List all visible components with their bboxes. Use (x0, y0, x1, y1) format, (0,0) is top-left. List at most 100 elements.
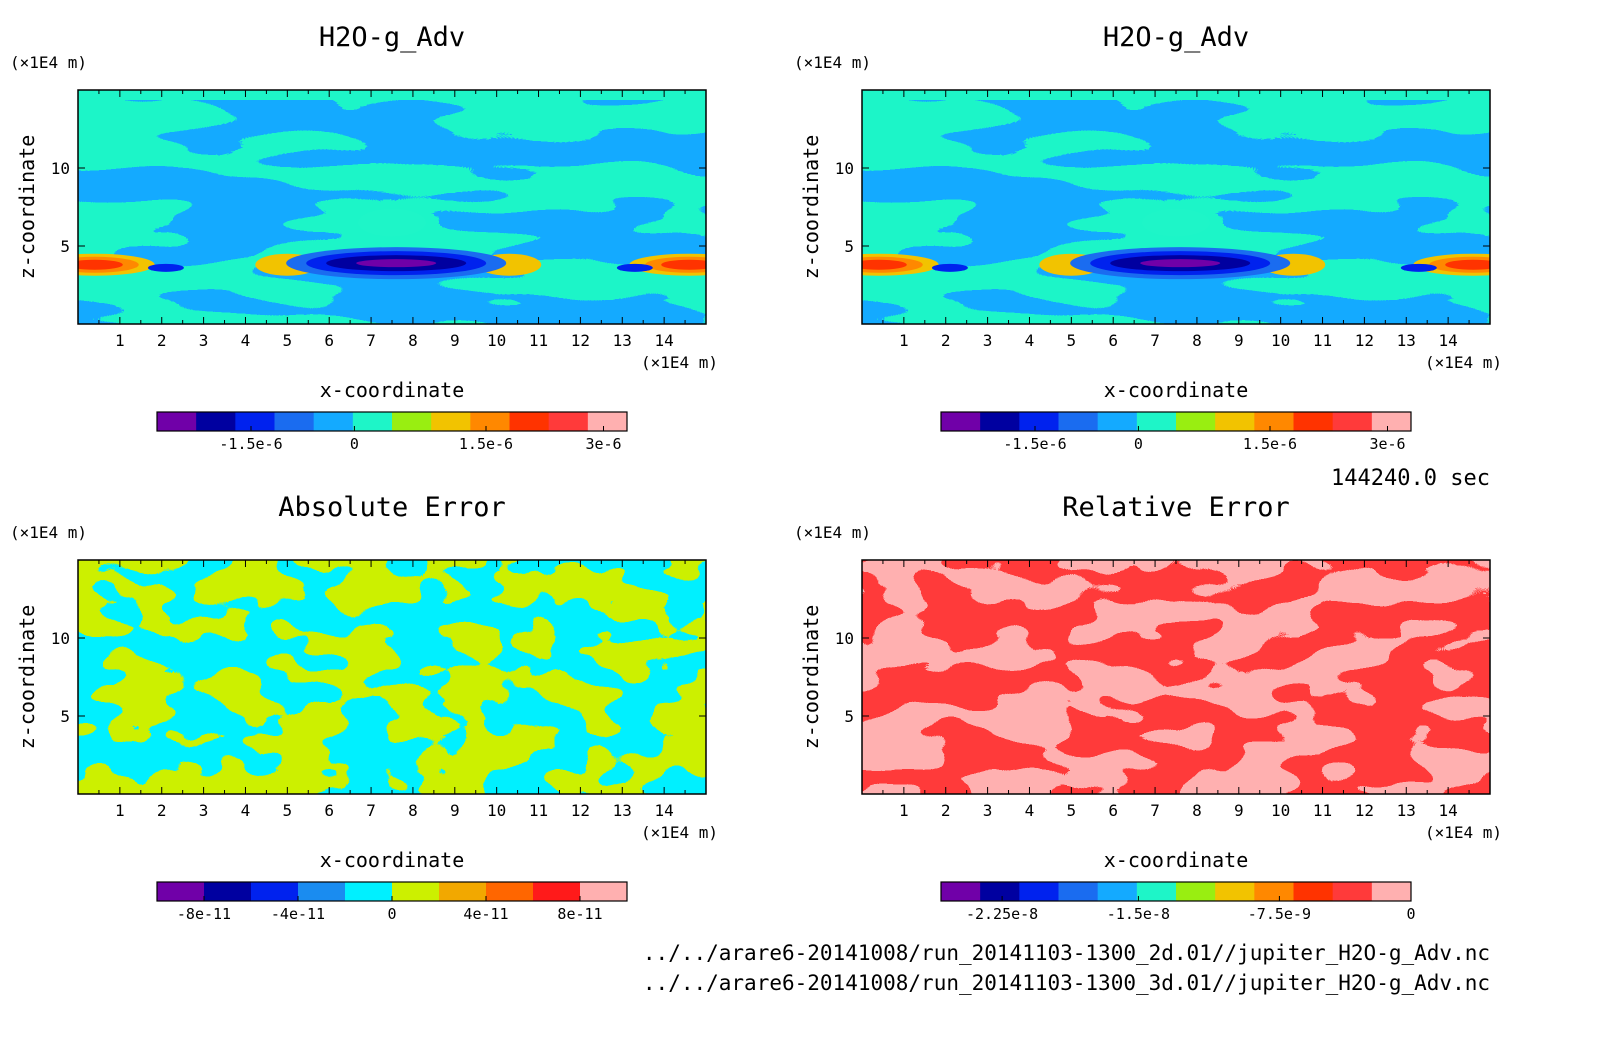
colorbar-tick-label: 8e-11 (557, 905, 602, 923)
colorbar-swatch (352, 412, 393, 431)
x-tick-label: 5 (283, 331, 293, 350)
x-tick-label: 13 (1397, 801, 1416, 820)
colorbar-swatch (1058, 412, 1099, 431)
x-tick-label: 14 (655, 801, 674, 820)
x-tick-label: 2 (157, 331, 167, 350)
colorbar-swatch (1019, 882, 1059, 901)
x-tick-label: 7 (1150, 331, 1160, 350)
y-axis-label: z-coordinate (15, 135, 39, 280)
x-unit-label: (×1E4 m) (1425, 823, 1502, 842)
x-tick-label: 12 (1355, 331, 1374, 350)
colorbar-tick-label: -4e-11 (271, 905, 325, 923)
x-tick-label: 4 (1025, 331, 1035, 350)
colorbar-swatch (1293, 412, 1334, 431)
colorbar-swatch (1254, 882, 1294, 901)
colorbar-swatch (1215, 412, 1255, 431)
x-tick-label: 8 (1192, 331, 1202, 350)
time-label: 144240.0 sec (1331, 466, 1490, 491)
heatmap-regions (78, 560, 706, 794)
colorbar-swatch (980, 412, 1020, 431)
colorbar-swatch (345, 882, 393, 901)
x-tick-label: 2 (941, 331, 951, 350)
y-unit-label: (×1E4 m) (10, 523, 87, 542)
x-tick-label: 12 (571, 801, 590, 820)
x-tick-label: 5 (1067, 801, 1077, 820)
chart-panel: H2O-g_Adv(×1E4 m)1 2 3 4 5 6 7 8 9 10 11 12 13 14510(… (794, 22, 1502, 453)
y-tick-label: 5 (60, 707, 70, 726)
colorbar-swatch (298, 882, 346, 901)
x-tick-label: 3 (983, 331, 993, 350)
colorbar-swatch (235, 412, 275, 431)
heatmap-field (78, 90, 706, 324)
chart-title: H2O-g_Adv (1103, 22, 1249, 53)
colorbar-swatch (1136, 412, 1177, 431)
colorbar-swatch (439, 882, 487, 901)
file-path-2: ../../arare6-20141008/run_20141103-1300_… (642, 971, 1490, 995)
colorbar-frame (156, 411, 628, 432)
heatmap-blob (358, 208, 426, 237)
colorbar-tick-label: -1.5e-6 (219, 435, 282, 453)
x-tick-label: 8 (408, 801, 418, 820)
colorbar-tick-label: 3e-6 (585, 435, 621, 453)
heatmap-contour (147, 263, 184, 272)
x-tick-label: 9 (1234, 801, 1244, 820)
colorbar-swatch (251, 882, 299, 901)
colorbar-frame (940, 881, 1412, 902)
colorbar-tick-label: 4e-11 (463, 905, 508, 923)
chart-panel: H2O-g_Adv(×1E4 m)1 2 3 4 5 6 7 8 9 10 11 12 13 14510(… (10, 22, 718, 453)
y-tick-label: 5 (844, 237, 854, 256)
x-tick-label: 7 (1150, 801, 1160, 820)
x-tick-label: 8 (408, 331, 418, 350)
colorbar-swatch (1019, 412, 1059, 431)
heatmap-contour (1400, 263, 1437, 272)
y-tick-label: 5 (844, 707, 854, 726)
x-tick-label: 9 (450, 801, 460, 820)
x-tick-label: 1 (899, 801, 909, 820)
x-tick-label: 2 (941, 801, 951, 820)
colorbar-tick-label: 3e-6 (1369, 435, 1405, 453)
x-tick-label: 11 (1313, 801, 1332, 820)
colorbar-swatch (431, 412, 471, 431)
x-tick-label: 4 (1025, 801, 1035, 820)
x-tick-label: 1 (899, 331, 909, 350)
colorbar-tick-label: -1.5e-8 (1107, 905, 1170, 923)
heatmap-band (78, 90, 706, 100)
colorbar-tick-label: -8e-11 (177, 905, 231, 923)
x-axis-label: x-coordinate (1104, 848, 1249, 872)
colorbar-swatch (470, 412, 510, 431)
colorbar-swatch (1058, 882, 1099, 901)
heatmap-contour (661, 259, 706, 270)
colorbar-swatch (587, 412, 628, 431)
x-tick-label: 14 (1439, 801, 1458, 820)
x-tick-label: 3 (199, 331, 209, 350)
chart-title: Relative Error (1062, 492, 1290, 523)
x-tick-label: 11 (1313, 331, 1332, 350)
colorbar-tick-label: -7.5e-9 (1248, 905, 1311, 923)
colorbar-swatch (509, 412, 550, 431)
colorbar-tick-label: 1.5e-6 (459, 435, 513, 453)
x-tick-label: 10 (1271, 331, 1290, 350)
colorbar-swatch (274, 412, 315, 431)
colorbar-swatch (1136, 882, 1177, 901)
chart-title: H2O-g_Adv (319, 22, 465, 53)
chart-title: Absolute Error (278, 492, 506, 523)
colorbar-tick-label: 0 (1134, 435, 1143, 453)
y-tick-label: 10 (51, 159, 70, 178)
colorbar-swatch (1371, 412, 1412, 431)
y-tick-label: 10 (51, 629, 70, 648)
heatmap-regions (862, 90, 1490, 324)
colorbar-swatch (313, 412, 354, 431)
colorbar-tick-label: -2.25e-8 (966, 905, 1038, 923)
x-unit-label: (×1E4 m) (1425, 353, 1502, 372)
heatmap-field (78, 560, 706, 794)
y-unit-label: (×1E4 m) (10, 53, 87, 72)
y-tick-label: 5 (60, 237, 70, 256)
colorbar-tick-label: 0 (350, 435, 359, 453)
x-tick-label: 10 (487, 331, 506, 350)
y-tick-label: 10 (835, 629, 854, 648)
colorbar-swatch (1371, 882, 1412, 901)
heatmap-regions (862, 560, 1490, 794)
heatmap-contour (356, 259, 437, 268)
x-tick-label: 12 (571, 331, 590, 350)
